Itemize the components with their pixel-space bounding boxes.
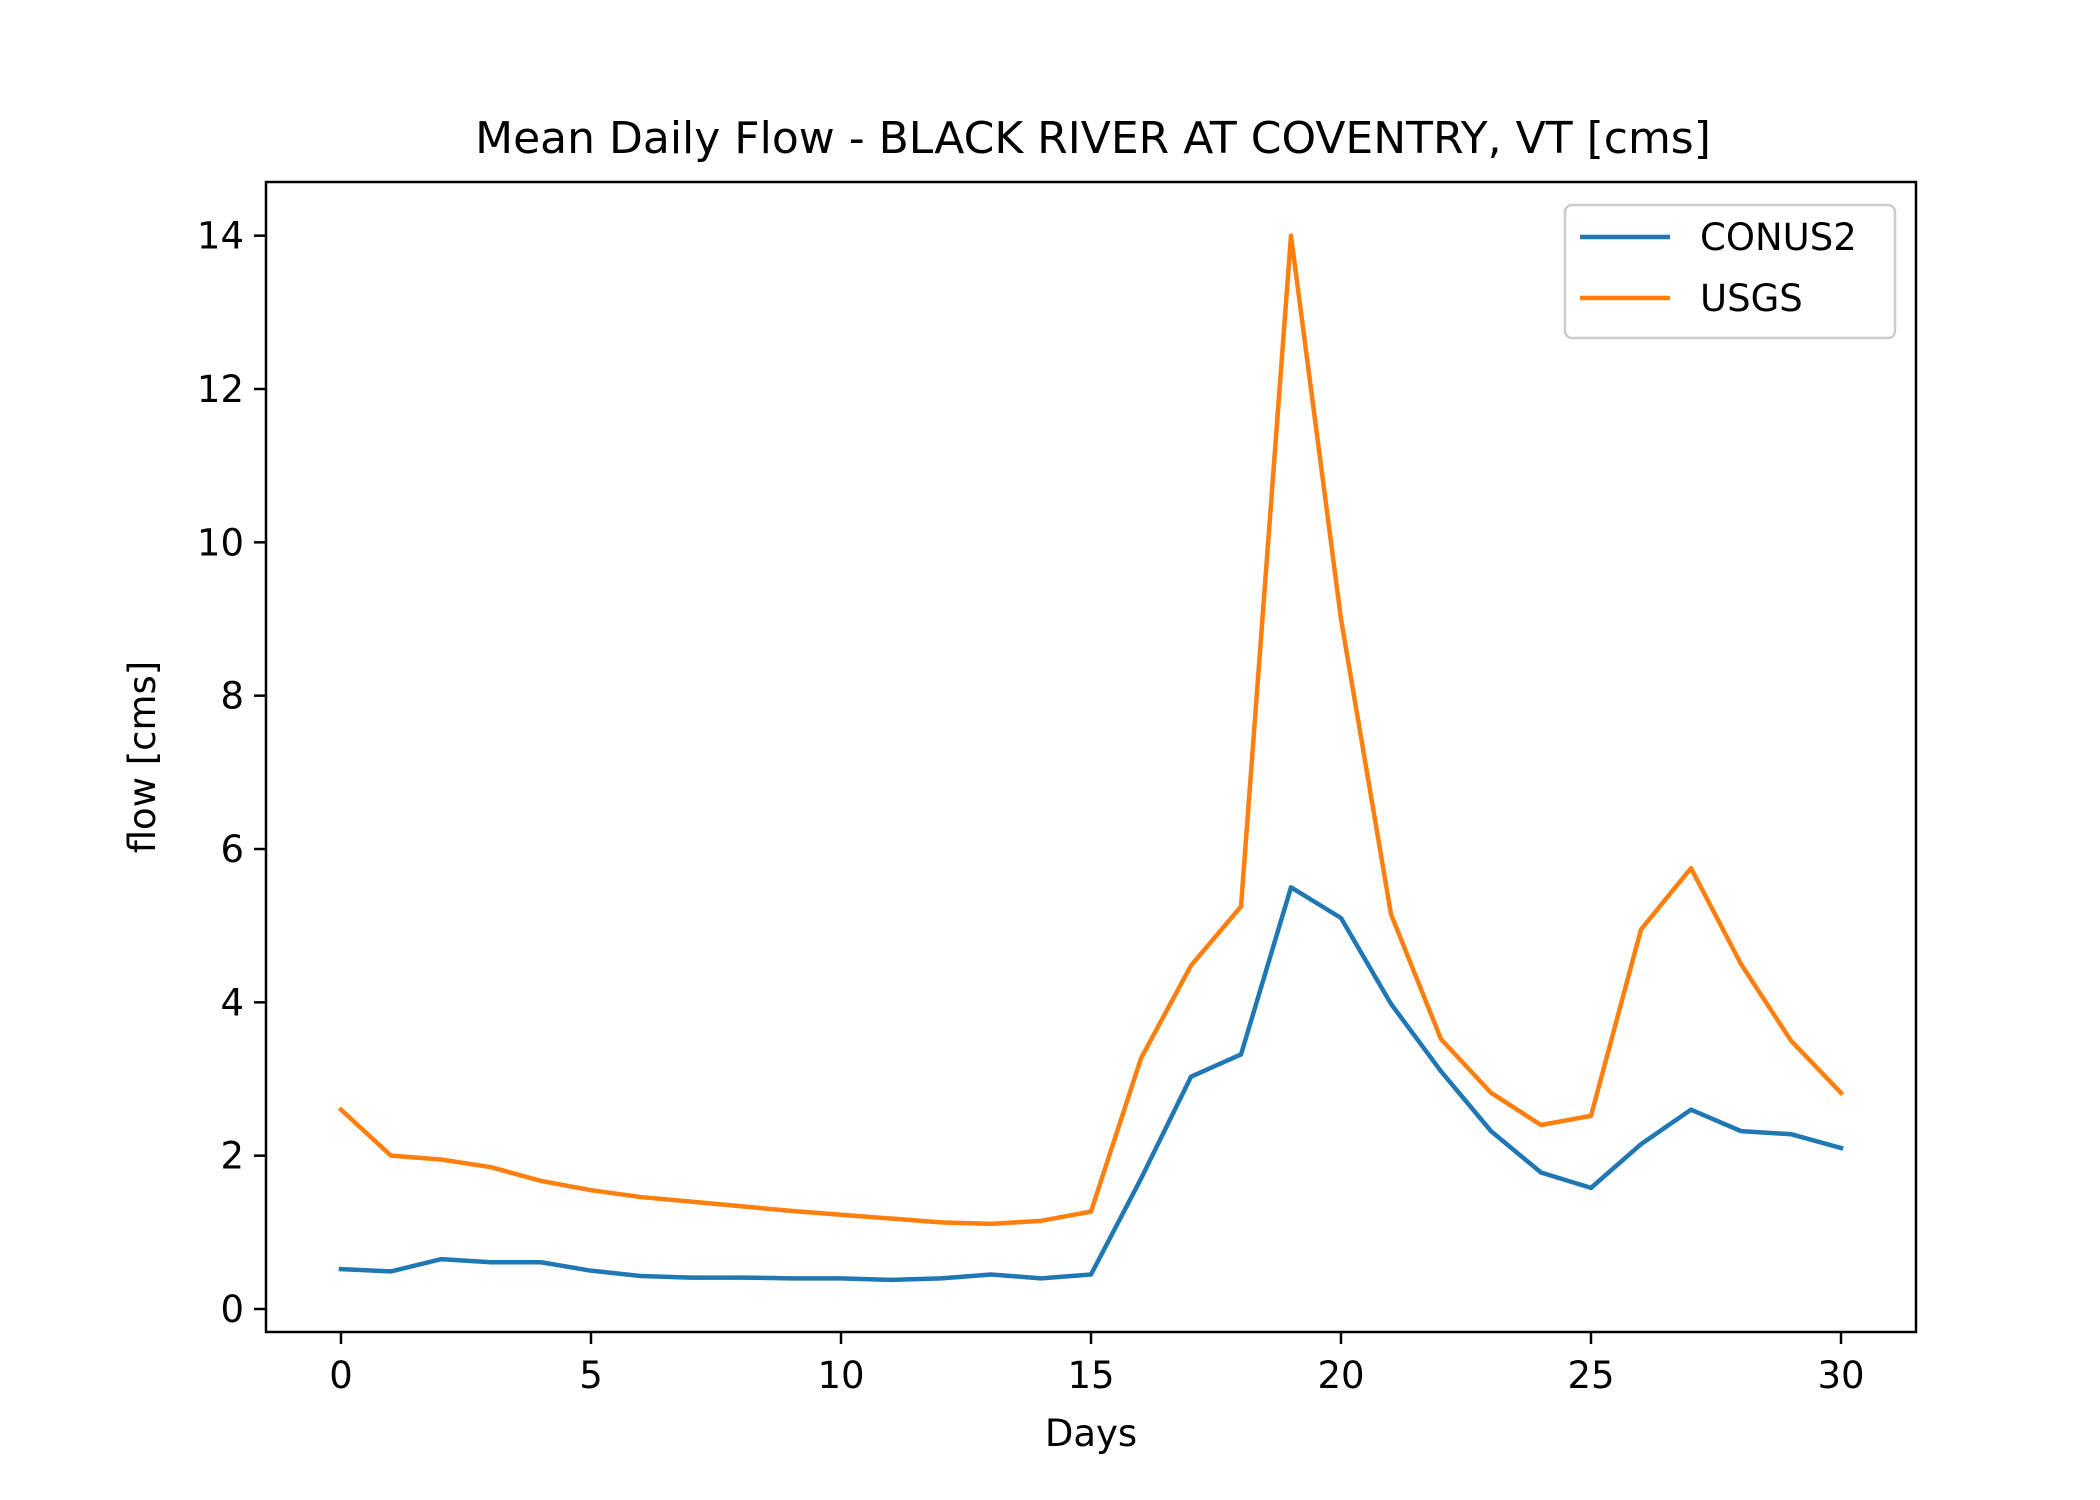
x-tick-label: 5 — [579, 1354, 603, 1397]
x-axis-label: Days — [1045, 1412, 1137, 1455]
legend-label-conus2: CONUS2 — [1700, 216, 1857, 259]
x-tick-label: 25 — [1567, 1354, 1614, 1397]
y-tick-label: 2 — [220, 1135, 244, 1178]
x-tick-label: 20 — [1317, 1354, 1364, 1397]
series-line-usgs — [337, 233, 1845, 1227]
y-tick-label: 6 — [220, 828, 244, 871]
legend-label-usgs: USGS — [1700, 277, 1803, 320]
plot-area-frame — [264, 180, 1918, 1334]
series-line-conus2 — [338, 885, 1844, 1283]
x-axis-ticks: 0 5 10 15 20 25 30 — [329, 1332, 1865, 1397]
chart-title: Mean Daily Flow - BLACK RIVER AT COVENTR… — [475, 113, 1711, 164]
y-axis-ticks: 0 2 4 6 8 10 12 14 — [197, 215, 266, 1331]
x-tick-label: 30 — [1817, 1354, 1864, 1397]
y-tick-label: 14 — [197, 215, 244, 258]
y-tick-label: 10 — [197, 521, 244, 564]
x-tick-label: 10 — [817, 1354, 864, 1397]
legend: CONUS2 USGS — [1563, 203, 1897, 340]
y-tick-label: 4 — [220, 981, 244, 1024]
series-layer — [337, 233, 1845, 1283]
x-tick-label: 15 — [1067, 1354, 1114, 1397]
x-tick-label: 0 — [329, 1354, 353, 1397]
y-tick-label: 8 — [220, 675, 244, 718]
y-tick-label: 0 — [220, 1288, 244, 1331]
y-axis-label: flow [cms] — [121, 661, 164, 854]
y-tick-label: 12 — [197, 368, 244, 411]
